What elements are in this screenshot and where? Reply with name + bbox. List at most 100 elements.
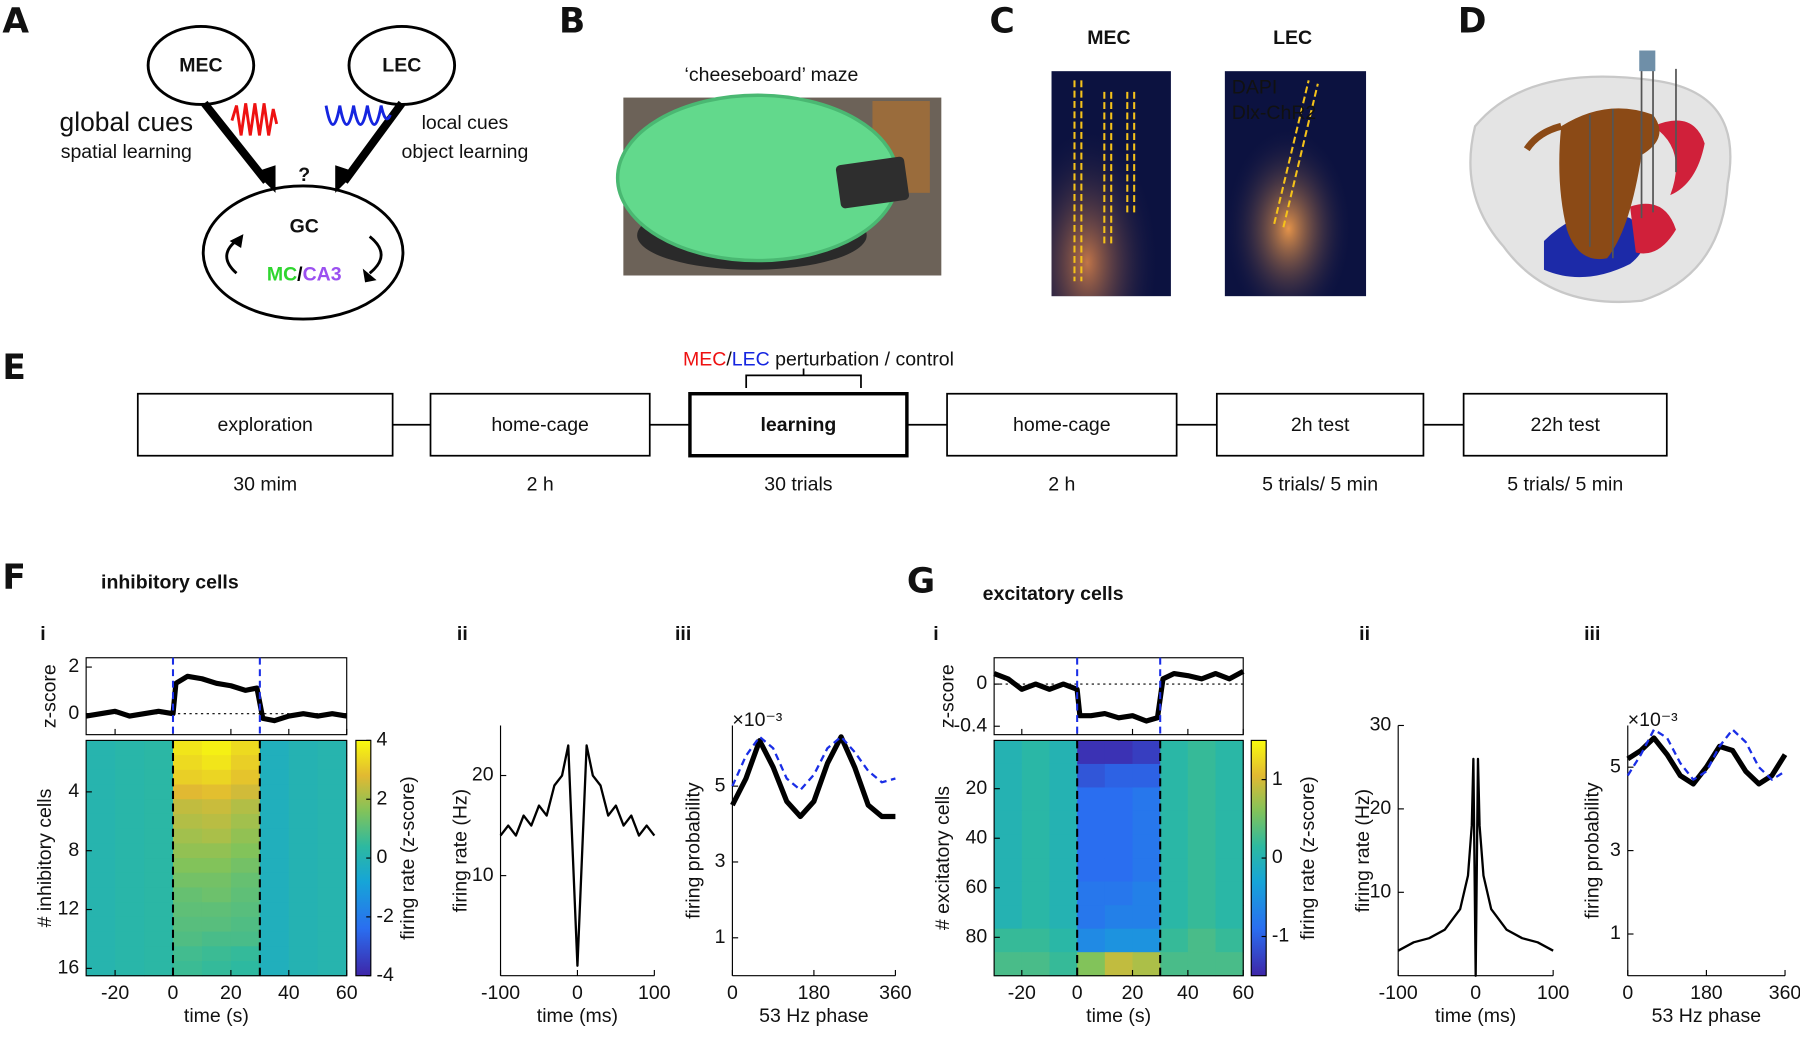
x-tick-label: 60 — [1232, 982, 1254, 1004]
heatmap-cell — [288, 946, 319, 962]
heatmap-cell — [230, 843, 261, 859]
heatmap-cell — [1160, 740, 1189, 765]
heatmap-cell — [1132, 787, 1161, 812]
heatmap-cell — [288, 887, 319, 903]
heatmap-cell — [201, 813, 232, 830]
x-axis-label: time (ms) — [1435, 1005, 1516, 1027]
heatmap-cell — [1049, 905, 1078, 930]
heatmap-cell — [115, 843, 145, 859]
heatmap-cell — [86, 755, 116, 771]
heatmap-cell — [115, 946, 145, 962]
heatmap-cell — [1132, 905, 1161, 930]
sub-label: ii — [457, 623, 468, 645]
heatmap-cell — [1132, 881, 1161, 906]
series-line — [1626, 735, 1788, 787]
stage-box — [1462, 392, 1668, 457]
heatmap-cell — [86, 843, 116, 859]
x-tick-label: 0 — [1622, 982, 1633, 1004]
heatmap-cell — [1160, 834, 1189, 859]
y-tick-label: 3 — [715, 850, 726, 872]
stage-box — [429, 392, 651, 457]
heatmap-cell — [144, 755, 174, 771]
y-axis-label: z-score — [39, 664, 61, 728]
protocol-note-part: LEC — [732, 349, 770, 371]
heatmap-cell — [317, 931, 348, 947]
heatmap-cell — [230, 828, 261, 844]
heatmap-cell — [1049, 787, 1078, 812]
heatmap-cell — [230, 813, 261, 830]
stain-label: DAPI — [1232, 77, 1278, 99]
x-tick-label: 20 — [220, 982, 242, 1004]
heatmap-cell — [1215, 834, 1244, 859]
heatmap-cell — [86, 828, 116, 844]
heatmap-cell — [201, 887, 232, 903]
heatmap-cell — [86, 813, 116, 830]
heatmap-cell — [1132, 952, 1161, 977]
heatmap-cell — [115, 931, 145, 947]
heatmap-cell — [259, 828, 290, 844]
heatmap-cell — [994, 905, 1023, 930]
gamma-wave — [324, 105, 392, 126]
heatmap-cell — [259, 902, 290, 918]
x-axis-label: time (s) — [184, 1005, 249, 1027]
y-tick-label: 4 — [68, 780, 79, 802]
heatmap-cell — [259, 740, 290, 756]
axis-exponent: ×10⁻³ — [1628, 709, 1678, 731]
heatmap-cell — [172, 931, 203, 947]
heatmap-cell — [172, 961, 203, 977]
heatmap-cell — [259, 872, 290, 889]
x-tick-label: 0 — [727, 982, 738, 1004]
heatmap-cell — [1160, 763, 1189, 789]
heatmap-cell — [1104, 881, 1134, 906]
y-tick-label: 40 — [966, 826, 988, 848]
x-tick-label: 0 — [1470, 982, 1481, 1004]
heatmap-cell — [317, 872, 348, 889]
heatmap-cell — [201, 769, 232, 786]
heatmap-cell — [259, 858, 290, 874]
heatmap-cell — [1021, 763, 1051, 789]
heatmap-cell — [201, 784, 232, 800]
hippocampus-node — [201, 184, 405, 321]
heatmap-cell — [144, 740, 174, 756]
node-label-part: CA3 — [303, 264, 342, 286]
x-axis-label: 53 Hz phase — [1652, 1005, 1762, 1027]
x-tick-label: 180 — [1690, 982, 1723, 1004]
probe-hub — [1639, 50, 1656, 72]
heatmap-cell — [230, 946, 261, 962]
heatmap-cell — [1049, 763, 1078, 789]
heatmap-cell — [144, 784, 174, 800]
heatmap-cell — [259, 769, 290, 786]
heatmap-cell — [172, 755, 203, 771]
heatmap-cell — [1187, 952, 1217, 977]
heatmap-cell — [201, 902, 232, 918]
y-tick-label: 0 — [976, 672, 987, 694]
x-tick-label: 40 — [1177, 982, 1199, 1004]
heatmap-cell — [1215, 740, 1244, 765]
x-tick-label: -20 — [101, 982, 129, 1004]
heatmap-cell — [86, 769, 116, 786]
heatmap-cell — [172, 784, 203, 800]
heatmap-cell — [86, 887, 116, 903]
heatmap-cell — [201, 858, 232, 874]
heatmap-cell — [144, 769, 174, 786]
arrowhead — [362, 268, 377, 283]
heatmap-cell — [144, 813, 174, 830]
heatmap-cell — [144, 843, 174, 859]
heatmap-cell — [201, 946, 232, 962]
heatmap-cell — [230, 799, 261, 815]
heatmap-cell — [1104, 905, 1134, 930]
y-axis-label: z-score — [936, 664, 958, 728]
heatmap-cell — [259, 946, 290, 962]
stage-name: home-cage — [491, 414, 589, 436]
x-tick-label: 60 — [336, 982, 358, 1004]
y-tick-label: -0.4 — [954, 714, 988, 736]
heatmap-cell — [1132, 858, 1161, 883]
y-tick-label: 1 — [715, 926, 726, 948]
heatmap-cell — [1187, 740, 1217, 765]
y-tick-label: 10 — [1370, 880, 1392, 902]
heatmap-cell — [1187, 881, 1217, 906]
protocol-note-part: MEC — [683, 349, 726, 371]
x-axis-label: 53 Hz phase — [759, 1005, 869, 1027]
probe-track — [1273, 80, 1319, 228]
y-tick-label: 20 — [966, 777, 988, 799]
